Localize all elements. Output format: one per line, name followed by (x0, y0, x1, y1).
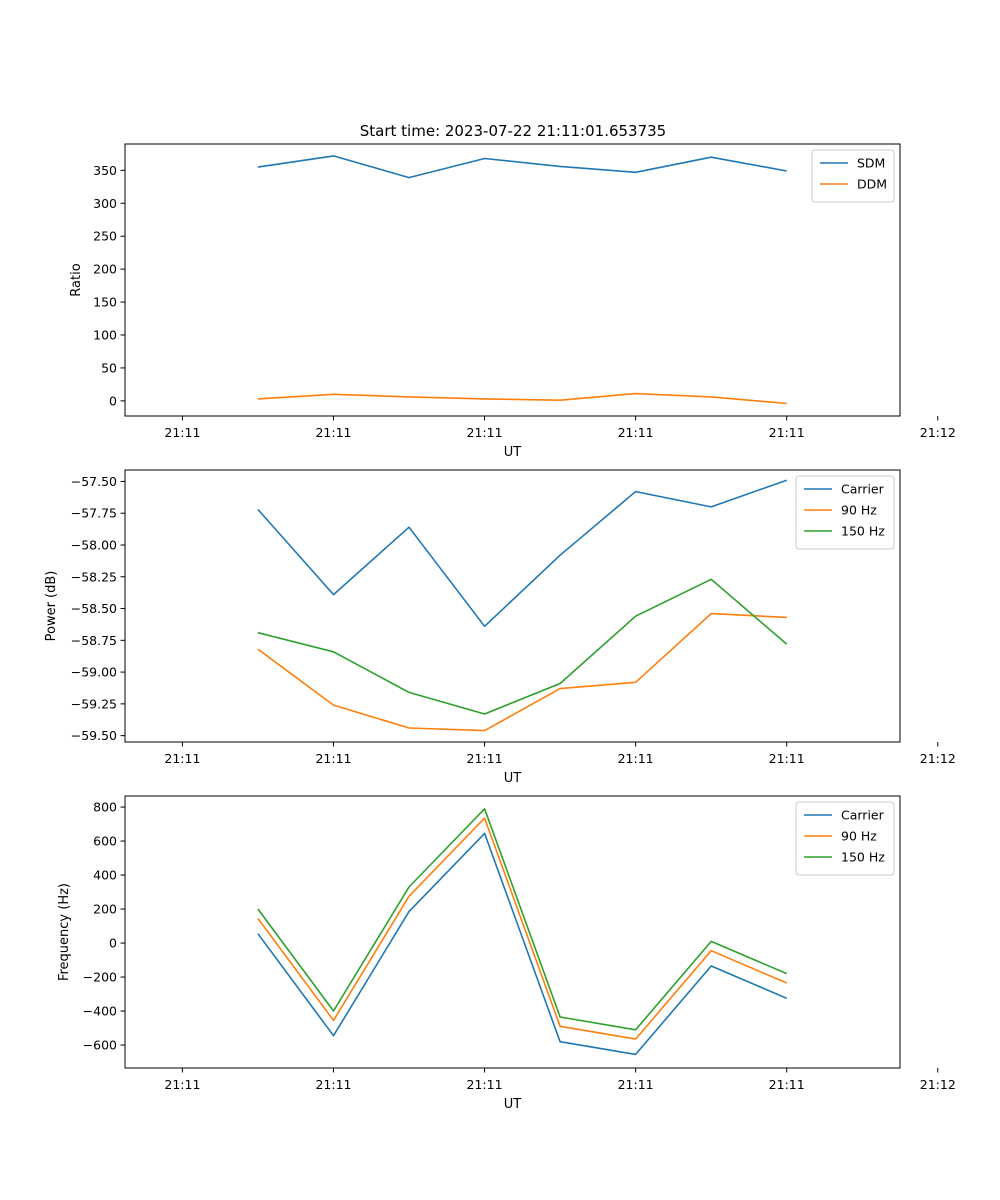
chart1-legend-label-2: DDM (857, 177, 887, 192)
chart1-series-line-2 (257, 392, 787, 405)
chart2-ytick-label: −57.75 (71, 506, 117, 521)
chart2-ytick-label: −58.00 (71, 537, 117, 552)
chart1-axes-frame (124, 143, 901, 417)
chart2-ytick-label: −58.25 (71, 569, 117, 584)
chart3-legend-label-1: Carrier (841, 808, 885, 823)
chart1-ylabel: Ratio (69, 263, 84, 296)
chart2-series-line-3 (257, 578, 788, 715)
chart3-ytick-label: 800 (93, 800, 117, 815)
chart3-axes-frame (124, 795, 901, 1069)
chart2-ytick-label: −59.50 (71, 728, 117, 743)
chart3-xtick-label: 21:11 (769, 1077, 805, 1092)
chart3-legend-label-2: 90 Hz (841, 829, 877, 844)
chart2-ytick-label: −58.50 (71, 601, 117, 616)
chart2-xlabel: UT (504, 771, 522, 786)
chart2-xtick-label: 21:11 (315, 751, 351, 766)
chart3-xlabel: UT (504, 1097, 522, 1112)
chart3-xtick-label: 21:12 (920, 1077, 956, 1092)
chart2-axes-frame (124, 469, 901, 743)
chart3-ytick-label: 200 (93, 902, 117, 917)
chart2-series-line-1 (257, 479, 787, 628)
chart1-ytick-label: 250 (93, 229, 117, 244)
chart3-ytick-label: −400 (83, 1004, 117, 1019)
figure-title: Start time: 2023-07-22 21:11:01.653735 (360, 122, 666, 140)
chart1-xtick-label: 21:11 (315, 425, 351, 440)
chart3-series-line-2 (257, 817, 788, 1040)
chart2-legend-label-3: 150 Hz (841, 524, 885, 539)
chart3-ytick-label: 0 (109, 936, 117, 951)
chart2-ytick-label: −57.50 (71, 474, 117, 489)
chart3-series-line-3 (257, 807, 788, 1031)
chart1-xtick-label: 21:11 (164, 425, 200, 440)
chart3-xtick-label: 21:11 (467, 1077, 503, 1092)
chart2-xtick-label: 21:11 (618, 751, 654, 766)
chart3-ytick-label: −600 (83, 1038, 117, 1053)
chart1-xtick-label: 21:11 (769, 425, 805, 440)
chart1-xtick-label: 21:11 (618, 425, 654, 440)
chart1-legend: SDM DDM (811, 149, 895, 203)
chart2-series-line-2 (257, 612, 787, 732)
chart1-ytick-label: 0 (109, 393, 117, 408)
chart1-ytick-label: 150 (93, 295, 117, 310)
chart3-series-line-1 (257, 832, 788, 1056)
chart2-legend-label-2: 90 Hz (841, 503, 877, 518)
chart1-ytick-label: 50 (101, 360, 117, 375)
chart2-xtick-label: 21:12 (920, 751, 956, 766)
chart1-ytick-label: 300 (93, 196, 117, 211)
chart3-ytick-label: −200 (83, 970, 117, 985)
chart1-legend-label-1: SDM (857, 156, 885, 171)
chart3-panel: 21:11 21:11 21:11 21:11 21:11 21:12 −600 −400 −2… (57, 795, 956, 1112)
chart2-xtick-label: 21:11 (164, 751, 200, 766)
chart1-xlabel: UT (504, 445, 522, 460)
chart3-ytick-label: 400 (93, 868, 117, 883)
chart3-ylabel: Frequency (Hz) (57, 883, 72, 981)
chart3-xtick-label: 21:11 (315, 1077, 351, 1092)
chart1-xtick-label: 21:11 (467, 425, 503, 440)
chart-panels: 21:11 21:11 21:11 21:11 21:11 21:12 0 50 100 150 2… (44, 143, 956, 1112)
chart3-legend-label-3: 150 Hz (841, 850, 885, 865)
chart2-xtick-label: 21:11 (769, 751, 805, 766)
chart1-panel: 21:11 21:11 21:11 21:11 21:11 21:12 0 50 100 150 2… (69, 143, 956, 460)
chart1-ytick-label: 350 (93, 163, 117, 178)
chart2-xtick-label: 21:11 (467, 751, 503, 766)
chart2-ylabel: Power (dB) (44, 571, 59, 642)
chart1-xtick-label: 21:12 (920, 425, 956, 440)
chart2-ytick-label: −59.00 (71, 665, 117, 680)
chart2-ytick-label: −59.25 (71, 696, 117, 711)
chart3-xtick-label: 21:11 (618, 1077, 654, 1092)
chart1-ytick-label: 100 (93, 327, 117, 342)
chart2-panel: 21:11 21:11 21:11 21:11 21:11 21:12 −59.50 −59.… (44, 469, 956, 786)
chart2-ytick-label: −58.75 (71, 633, 117, 648)
chart3-legend: Carrier 90 Hz 150 Hz (795, 801, 895, 876)
chart3-ytick-label: 600 (93, 834, 117, 849)
chart1-ytick-label: 200 (93, 262, 117, 277)
chart3-xtick-label: 21:11 (164, 1077, 200, 1092)
chart2-legend: Carrier 90 Hz 150 Hz (795, 475, 895, 550)
chart1-series-line-1 (257, 155, 787, 179)
chart2-legend-label-1: Carrier (841, 482, 885, 497)
